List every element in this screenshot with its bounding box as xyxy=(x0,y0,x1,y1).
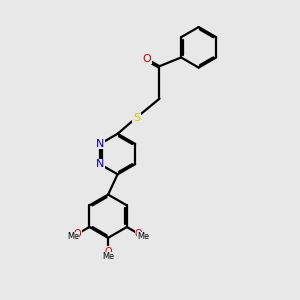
Text: O: O xyxy=(104,247,112,256)
Text: Me: Me xyxy=(102,252,114,261)
Text: O: O xyxy=(74,229,81,239)
Text: S: S xyxy=(133,112,140,123)
Text: O: O xyxy=(142,54,151,64)
Text: Me: Me xyxy=(137,232,149,241)
Text: N: N xyxy=(96,139,104,149)
Text: O: O xyxy=(135,229,142,239)
Text: Me: Me xyxy=(67,232,80,241)
Text: N: N xyxy=(96,159,104,169)
